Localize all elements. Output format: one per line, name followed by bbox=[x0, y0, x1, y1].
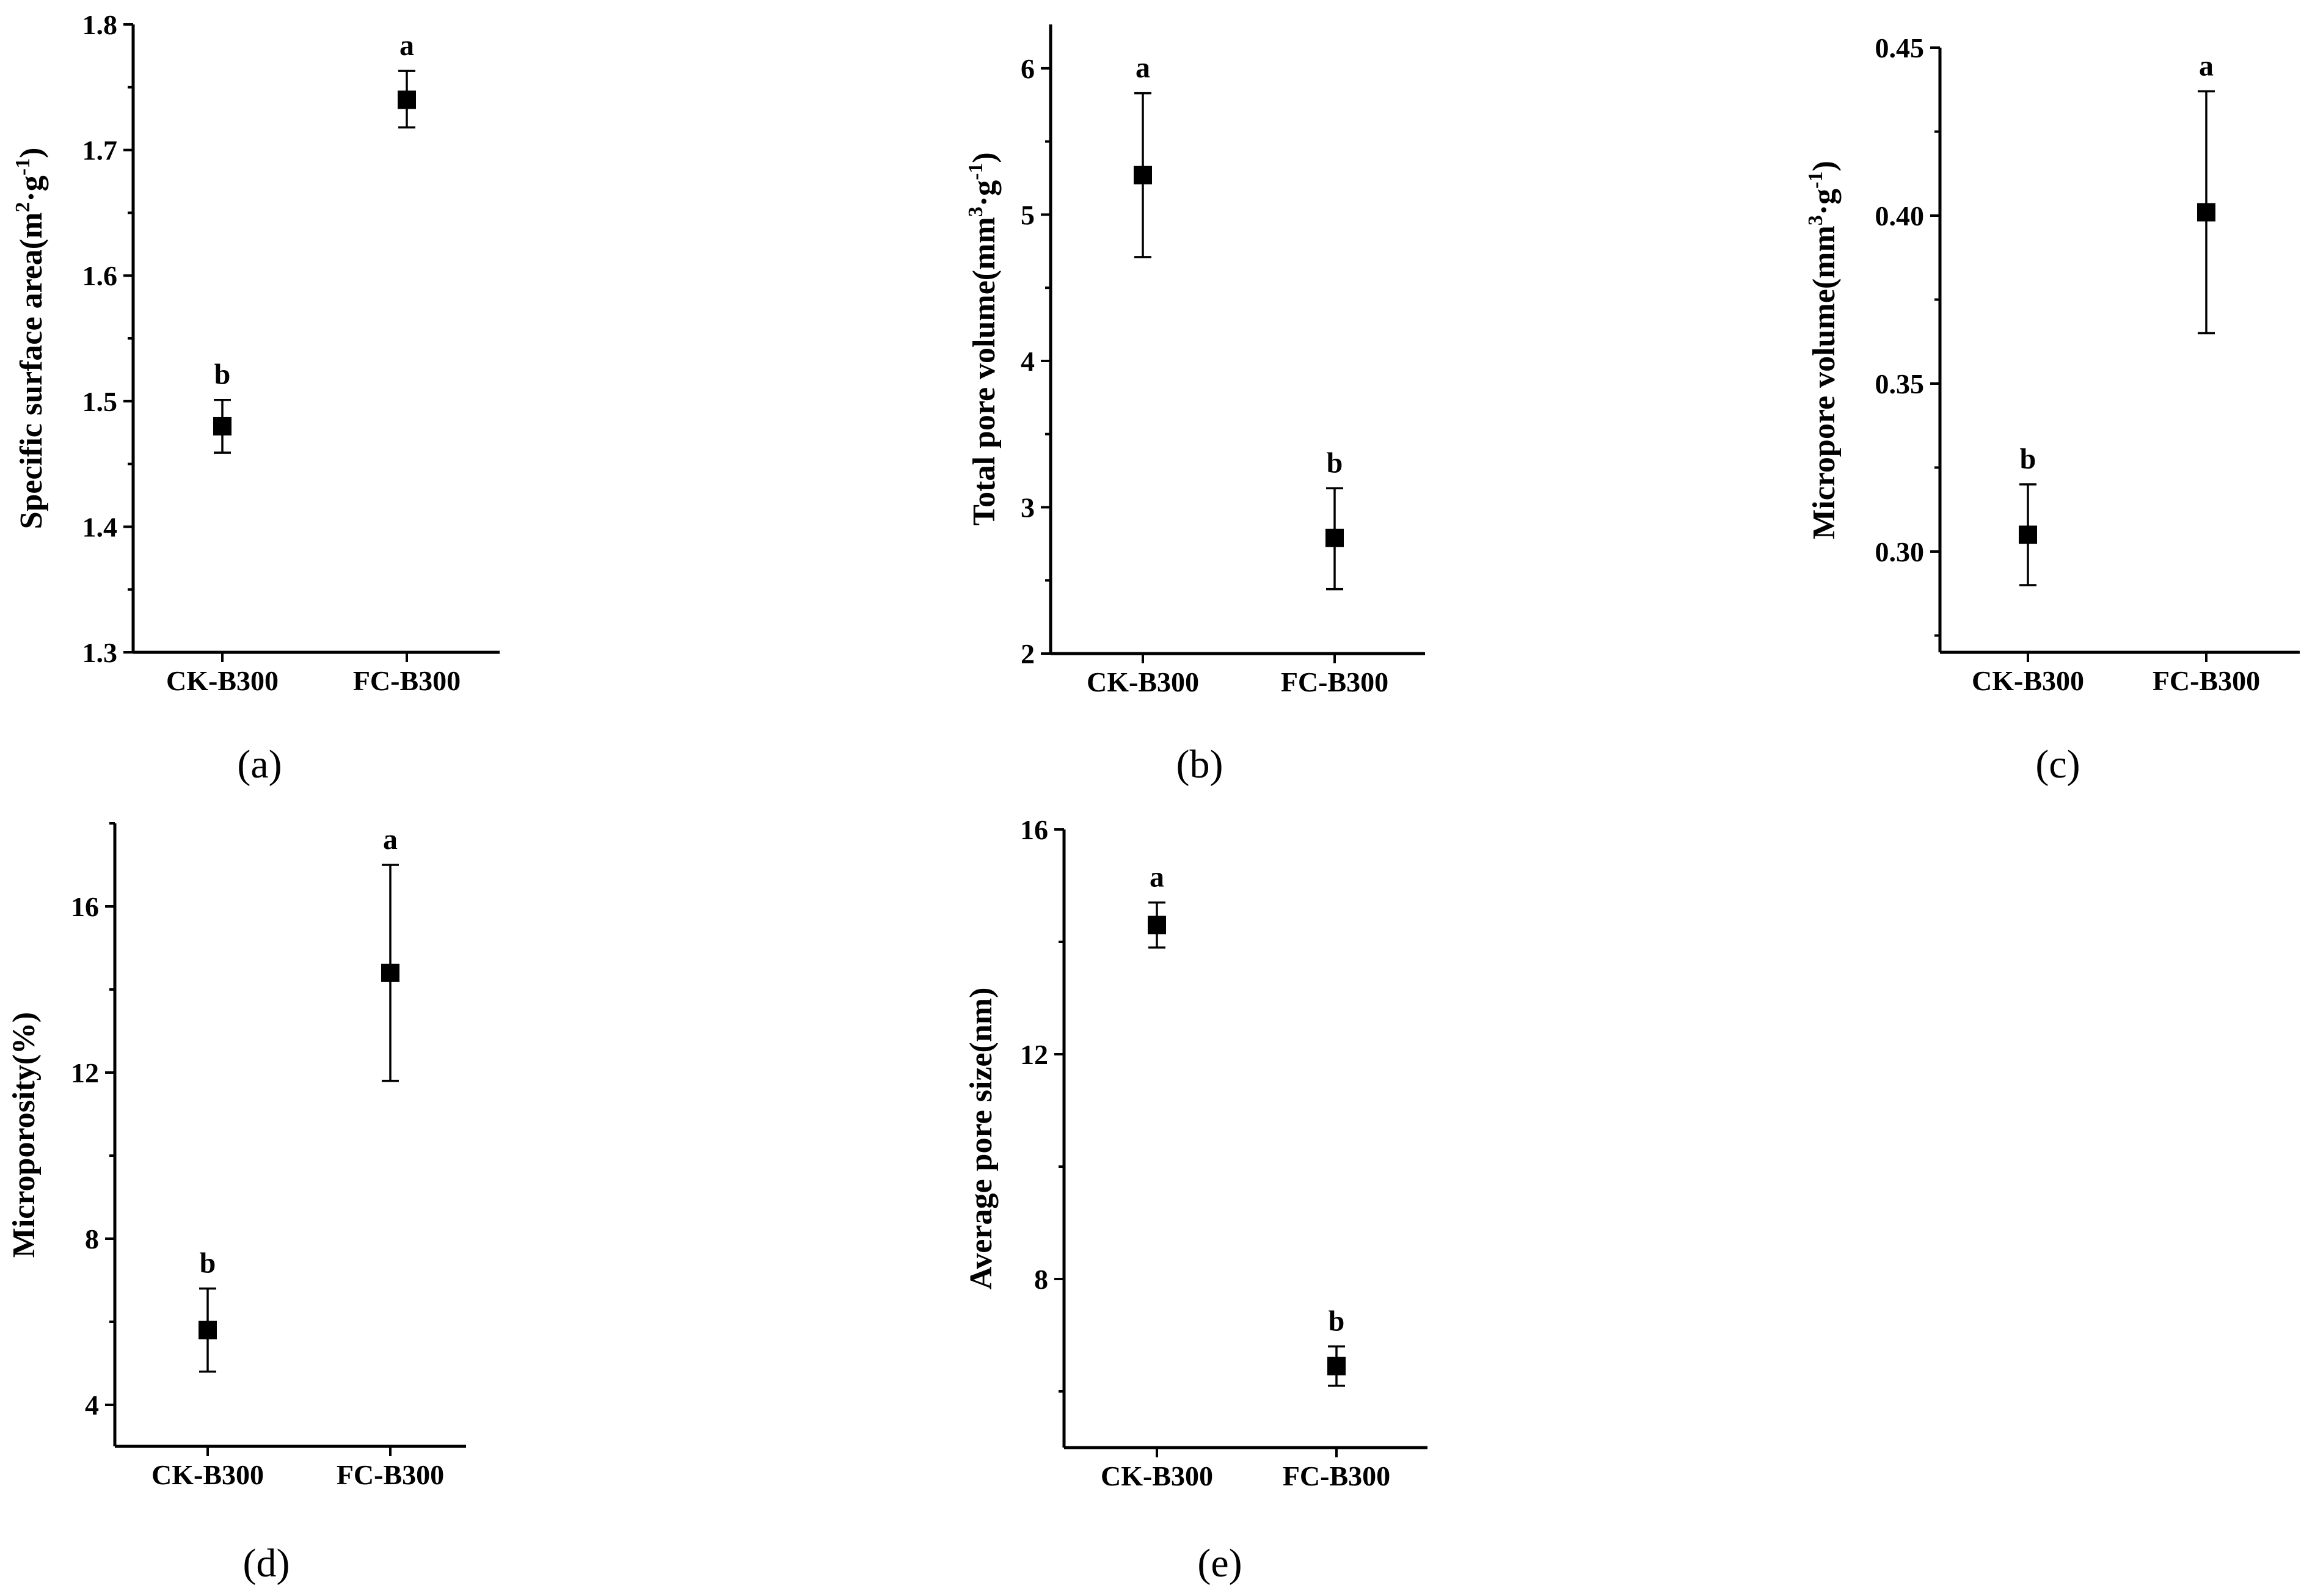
chart-panel-2: 2 3 4 5 6 CK-B300 FC-B300 a b Total pore volume(m… bbox=[964, 24, 1425, 787]
significance-letter: a bbox=[2199, 50, 2214, 82]
superscript: -1 bbox=[964, 163, 987, 180]
y-tick-label: 0.30 bbox=[1875, 536, 1925, 567]
chart-panel-1: 1.3 1.4 1.5 1.6 1.7 1.8 CK-B300 FC-B300 b a Specif… bbox=[12, 9, 500, 787]
label-part: ) bbox=[1807, 161, 1842, 171]
data-point bbox=[1134, 166, 1152, 184]
label-part: Total pore volume(mm bbox=[967, 217, 1002, 526]
significance-letter: b bbox=[2020, 443, 2036, 475]
x-tick-label: CK-B300 bbox=[1101, 1460, 1213, 1492]
y-axis-label: Total pore volume(mm3·g-1) bbox=[964, 152, 1002, 526]
panel-caption: (c) bbox=[2035, 742, 2080, 787]
data-point bbox=[2197, 203, 2215, 222]
data-point bbox=[199, 1321, 217, 1339]
y-tick-label: 16 bbox=[1020, 814, 1048, 845]
significance-letter: a bbox=[383, 823, 398, 856]
data-point bbox=[1327, 1357, 1346, 1376]
data-point bbox=[398, 90, 416, 109]
label-part: ·g bbox=[967, 180, 1002, 206]
x-tick-label: CK-B300 bbox=[1972, 665, 2084, 696]
label-part: ·g bbox=[14, 175, 49, 202]
y-tick-label: 5 bbox=[1021, 199, 1035, 230]
y-tick-label: 1.5 bbox=[82, 386, 118, 417]
label-part: Micropore volume(mm bbox=[1807, 225, 1842, 539]
y-tick-label: 0.40 bbox=[1875, 200, 1925, 231]
significance-letter: b bbox=[1329, 1305, 1345, 1337]
y-axis-label: Average pore size(nm) bbox=[964, 988, 999, 1290]
significance-letter: b bbox=[1327, 446, 1343, 479]
y-tick-label: 1.8 bbox=[82, 9, 118, 40]
significance-letter: b bbox=[214, 359, 231, 391]
significance-letter: a bbox=[1150, 861, 1164, 894]
significance-letter: a bbox=[399, 29, 414, 62]
panel-caption: (a) bbox=[237, 742, 282, 787]
data-point bbox=[1148, 916, 1166, 935]
chart-panel-4: 4 8 12 16 CK-B300 FC-B300 b a Microporosity(%) (d… bbox=[7, 822, 466, 1586]
significance-letter: a bbox=[1136, 52, 1150, 84]
superscript: -1 bbox=[1804, 172, 1827, 189]
x-tick-label: CK-B300 bbox=[151, 1459, 264, 1490]
y-tick-label: 1.4 bbox=[82, 511, 118, 542]
y-tick-label: 12 bbox=[1020, 1039, 1048, 1070]
label-part: ·g bbox=[1807, 189, 1842, 215]
y-axis-label: Specific surface area(m2·g-1) bbox=[12, 148, 49, 530]
x-tick-label: FC-B300 bbox=[337, 1459, 444, 1490]
superscript: 3 bbox=[964, 206, 987, 217]
y-axis-label: Micropore volume(mm3·g-1) bbox=[1804, 161, 1842, 539]
y-tick-label: 1.7 bbox=[82, 135, 118, 166]
y-tick-label: 0.35 bbox=[1875, 368, 1925, 399]
data-point bbox=[2019, 525, 2037, 544]
superscript: -1 bbox=[12, 158, 34, 175]
label-part: Average pore size(nm) bbox=[964, 988, 999, 1290]
y-tick-label: 1.3 bbox=[82, 637, 118, 668]
x-tick-label: FC-B300 bbox=[353, 665, 461, 696]
x-tick-label: FC-B300 bbox=[1281, 666, 1388, 698]
y-axis-label: Microporosity(%) bbox=[7, 1012, 42, 1258]
x-tick-label: CK-B300 bbox=[166, 665, 279, 696]
panel-caption: (d) bbox=[243, 1541, 290, 1586]
data-point bbox=[213, 417, 232, 435]
x-tick-label: FC-B300 bbox=[2153, 665, 2260, 696]
y-tick-label: 0.45 bbox=[1875, 32, 1925, 64]
label-part: Specific surface area(m bbox=[14, 213, 49, 530]
y-tick-label: 8 bbox=[85, 1223, 99, 1255]
x-tick-label: FC-B300 bbox=[1283, 1460, 1390, 1492]
chart-panel-3: 0.30 0.35 0.40 0.45 CK-B300 FC-B300 b a Micropor… bbox=[1804, 32, 2300, 787]
chart-panel-5: 8 12 16 CK-B300 FC-B300 a b Average pore size(n… bbox=[964, 814, 1427, 1586]
y-tick-label: 1.6 bbox=[82, 260, 118, 291]
data-point bbox=[381, 963, 399, 982]
y-tick-label: 2 bbox=[1021, 638, 1035, 669]
label-part: ) bbox=[14, 148, 49, 158]
y-tick-label: 16 bbox=[71, 891, 99, 922]
y-tick-label: 3 bbox=[1021, 492, 1035, 523]
y-tick-label: 6 bbox=[1021, 53, 1035, 84]
panel-caption: (b) bbox=[1176, 742, 1223, 787]
label-part: Microporosity(%) bbox=[7, 1012, 42, 1258]
y-tick-label: 4 bbox=[85, 1390, 99, 1421]
y-tick-label: 8 bbox=[1034, 1264, 1048, 1295]
significance-letter: b bbox=[200, 1247, 216, 1280]
superscript: 2 bbox=[12, 202, 34, 213]
data-point bbox=[1325, 528, 1344, 547]
y-tick-label: 4 bbox=[1021, 346, 1035, 377]
x-tick-label: CK-B300 bbox=[1087, 666, 1199, 698]
panel-caption: (e) bbox=[1197, 1541, 1242, 1586]
label-part: ) bbox=[967, 152, 1002, 162]
superscript: 3 bbox=[1804, 215, 1827, 225]
y-tick-label: 12 bbox=[71, 1057, 99, 1088]
